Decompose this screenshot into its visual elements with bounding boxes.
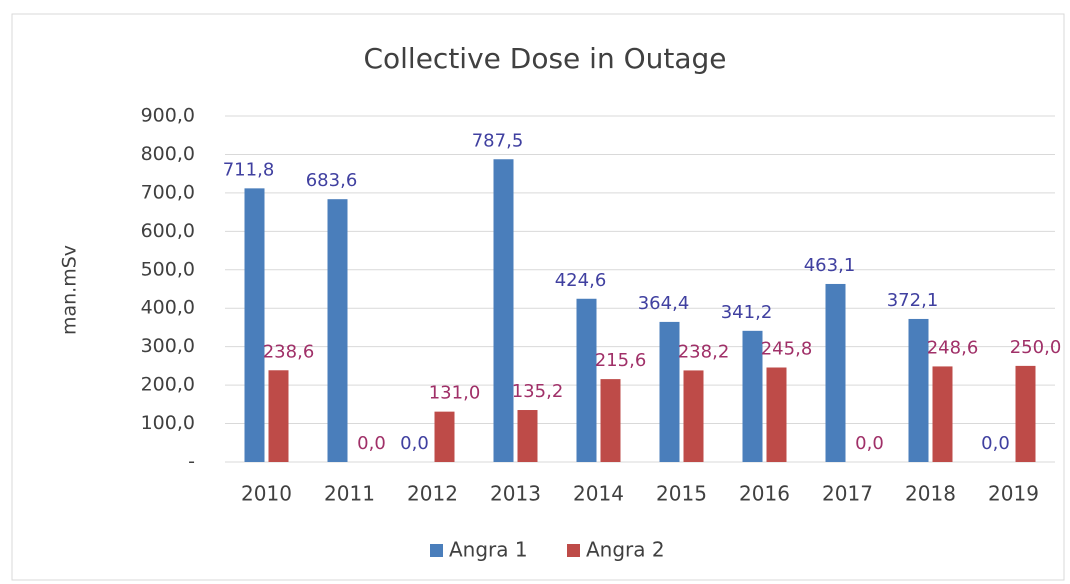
data-label: 711,8 [223, 159, 275, 180]
y-tick-label: - [188, 451, 195, 473]
data-label: 372,1 [887, 290, 939, 311]
legend-swatch [430, 544, 443, 557]
x-tick-label: 2015 [656, 482, 707, 506]
data-label: 787,5 [472, 130, 524, 151]
x-tick-label: 2013 [490, 482, 541, 506]
y-tick-label: 500,0 [141, 258, 195, 280]
data-label: 238,2 [678, 341, 730, 362]
y-tick-label: 900,0 [141, 105, 195, 127]
chart-title: Collective Dose in Outage [363, 42, 726, 75]
y-tick-label: 600,0 [141, 220, 195, 242]
data-label: 215,6 [595, 350, 647, 371]
data-label: 341,2 [721, 302, 773, 323]
y-tick-label: 300,0 [141, 335, 195, 357]
x-tick-label: 2016 [739, 482, 790, 506]
data-label: 0,0 [855, 433, 884, 454]
legend-label: Angra 2 [586, 538, 665, 562]
data-label: 0,0 [981, 433, 1010, 454]
x-tick-label: 2019 [988, 482, 1039, 506]
data-label: 364,4 [638, 293, 690, 314]
bar [1015, 365, 1036, 462]
data-label: 424,6 [555, 270, 607, 291]
bar [576, 298, 597, 462]
bar [742, 330, 763, 462]
data-label: 463,1 [804, 255, 856, 276]
x-tick-label: 2010 [241, 482, 292, 506]
data-label: 238,6 [263, 341, 315, 362]
y-tick-label: 800,0 [141, 143, 195, 165]
bar [268, 370, 289, 462]
bar [517, 410, 538, 462]
x-tick-label: 2018 [905, 482, 956, 506]
data-label: 250,0 [1010, 337, 1062, 358]
x-tick-label: 2014 [573, 482, 624, 506]
bar [766, 367, 787, 462]
x-tick-label: 2012 [407, 482, 458, 506]
data-label: 683,6 [306, 170, 358, 191]
x-tick-label: 2017 [822, 482, 873, 506]
data-label: 248,6 [927, 337, 979, 358]
bar [825, 283, 846, 462]
bar [493, 159, 514, 462]
data-label: 245,8 [761, 339, 813, 360]
bar [327, 199, 348, 462]
legend-swatch [567, 544, 580, 557]
data-label: 131,0 [429, 383, 481, 404]
y-tick-label: 200,0 [141, 374, 195, 396]
bar [908, 318, 929, 462]
chart-border [11, 13, 1065, 581]
bar [434, 411, 455, 462]
y-tick-label: 100,0 [141, 412, 195, 434]
legend-label: Angra 1 [449, 538, 528, 562]
bar [683, 370, 704, 462]
data-label: 0,0 [357, 433, 386, 454]
x-tick-label: 2011 [324, 482, 375, 506]
y-tick-label: 700,0 [141, 181, 195, 203]
bar [600, 379, 621, 462]
y-tick-label: 400,0 [141, 297, 195, 319]
bar [244, 188, 265, 462]
data-label: 135,2 [512, 381, 564, 402]
bar [659, 321, 680, 462]
data-label: 0,0 [400, 433, 429, 454]
bar [932, 366, 953, 462]
y-axis-label: man.mSv [59, 245, 81, 335]
